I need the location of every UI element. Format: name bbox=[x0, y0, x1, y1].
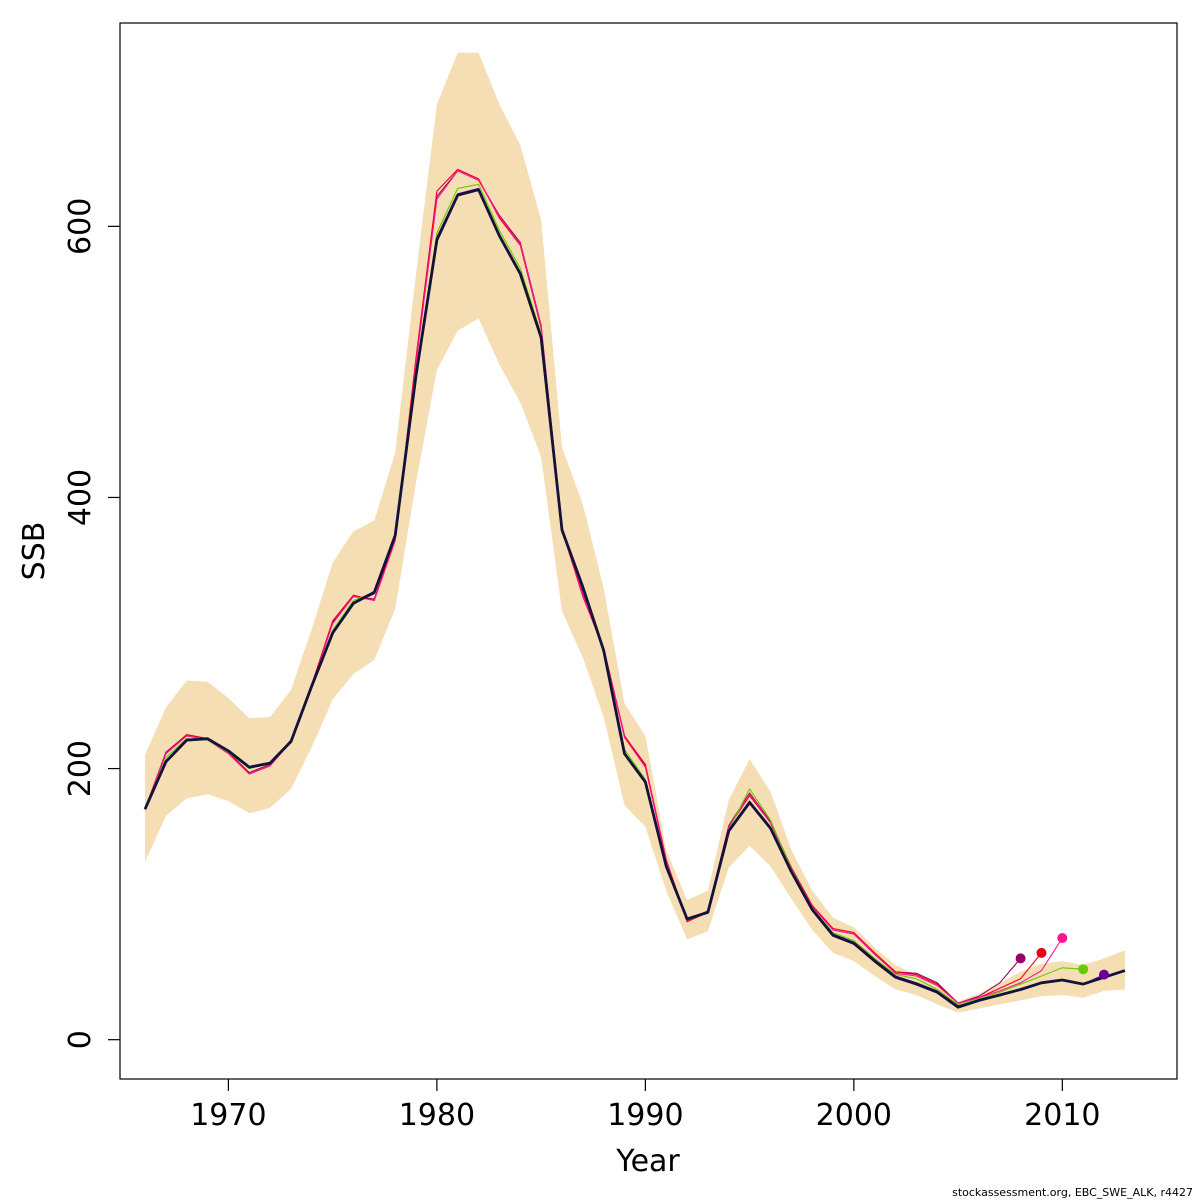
y-axis: 0 200 400 600 bbox=[63, 198, 120, 1049]
plot-frame bbox=[119, 22, 1178, 1080]
retro-line-5 bbox=[144, 187, 1105, 1007]
y-tick-label: 200 bbox=[63, 740, 98, 797]
y-tick-label: 600 bbox=[63, 198, 98, 255]
x-tick-label: 1990 bbox=[607, 1098, 683, 1133]
retro-line-3 bbox=[144, 170, 1063, 1004]
ssb-estimate-line bbox=[143, 188, 1126, 1009]
x-tick-label: 2000 bbox=[816, 1098, 892, 1133]
endpoint-layer bbox=[1015, 933, 1109, 980]
series-layer bbox=[143, 168, 1126, 1009]
x-tick-label: 1970 bbox=[190, 1098, 266, 1133]
retro-line-4 bbox=[144, 183, 1084, 1005]
x-tick-label: 1980 bbox=[399, 1098, 475, 1133]
retro-endpoint-2 bbox=[1036, 947, 1047, 958]
confidence-band bbox=[145, 52, 1125, 1013]
credit-text: stockassessment.org, EBC_SWE_ALK, r4427 bbox=[952, 1186, 1193, 1199]
retro-endpoint-1 bbox=[1015, 953, 1026, 964]
y-tick-label: 400 bbox=[63, 469, 98, 526]
y-tick-label: 0 bbox=[63, 1030, 98, 1049]
confidence-band-layer bbox=[145, 52, 1125, 1013]
x-axis-title: Year bbox=[615, 1144, 680, 1179]
retro-endpoint-5 bbox=[1099, 969, 1109, 980]
retro-endpoint-4 bbox=[1078, 964, 1089, 975]
retro-endpoint-3 bbox=[1057, 933, 1068, 943]
y-axis-title: SSB bbox=[17, 522, 52, 581]
x-axis: 1970 1980 1990 2000 2010 bbox=[190, 1079, 1101, 1133]
x-tick-label: 2010 bbox=[1024, 1098, 1100, 1133]
